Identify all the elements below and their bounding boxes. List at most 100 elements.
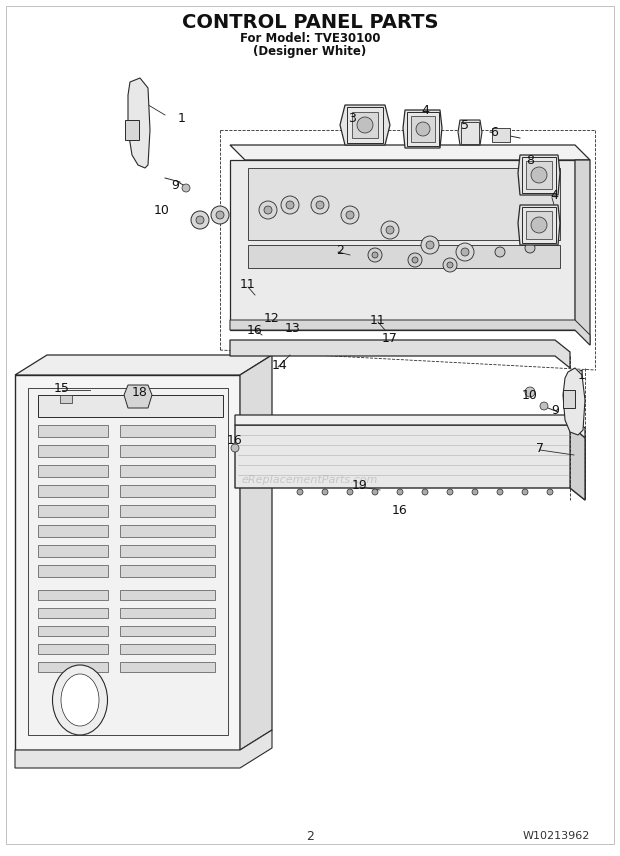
Polygon shape	[15, 730, 272, 768]
Text: 10: 10	[154, 204, 170, 217]
Text: (Designer White): (Designer White)	[254, 45, 366, 57]
Text: 11: 11	[370, 313, 386, 326]
Polygon shape	[120, 565, 215, 577]
Circle shape	[525, 387, 535, 397]
Polygon shape	[38, 525, 108, 537]
Ellipse shape	[61, 674, 99, 726]
Polygon shape	[403, 110, 442, 148]
Polygon shape	[230, 145, 590, 160]
Bar	[411, 116, 435, 142]
Text: 11: 11	[240, 278, 256, 292]
Polygon shape	[38, 465, 108, 477]
Text: eReplacementParts.com: eReplacementParts.com	[242, 475, 378, 485]
Circle shape	[495, 247, 505, 257]
Circle shape	[540, 402, 548, 410]
Text: 14: 14	[272, 359, 288, 372]
Text: 13: 13	[285, 322, 301, 335]
Text: For Model: TVE30100: For Model: TVE30100	[240, 32, 380, 45]
Circle shape	[522, 489, 528, 495]
Text: 10: 10	[522, 389, 538, 401]
Polygon shape	[240, 355, 272, 750]
Circle shape	[216, 211, 224, 219]
Polygon shape	[340, 105, 390, 145]
Polygon shape	[120, 425, 215, 437]
Circle shape	[182, 184, 190, 192]
Circle shape	[347, 489, 353, 495]
Circle shape	[416, 122, 430, 136]
Text: 19: 19	[352, 479, 368, 491]
Polygon shape	[15, 355, 272, 375]
Circle shape	[281, 196, 299, 214]
Polygon shape	[248, 168, 560, 240]
Polygon shape	[458, 120, 482, 145]
Text: 16: 16	[392, 503, 408, 516]
Circle shape	[461, 248, 469, 256]
Circle shape	[443, 258, 457, 272]
Polygon shape	[38, 626, 108, 636]
Bar	[522, 207, 556, 243]
Text: 1: 1	[578, 368, 586, 382]
Text: 4: 4	[550, 188, 558, 201]
Polygon shape	[38, 425, 108, 437]
Circle shape	[264, 206, 272, 214]
Circle shape	[497, 489, 503, 495]
Circle shape	[297, 489, 303, 495]
Circle shape	[196, 216, 204, 224]
Polygon shape	[120, 662, 215, 672]
Bar	[347, 107, 383, 143]
Polygon shape	[575, 160, 590, 345]
Circle shape	[525, 243, 535, 253]
Circle shape	[531, 167, 547, 183]
Circle shape	[311, 196, 329, 214]
Circle shape	[191, 211, 209, 229]
Text: 2: 2	[336, 243, 344, 257]
Text: 7: 7	[536, 442, 544, 455]
Bar	[492, 128, 510, 142]
Polygon shape	[570, 425, 585, 500]
Circle shape	[346, 211, 354, 219]
Ellipse shape	[53, 665, 107, 735]
Polygon shape	[120, 485, 215, 497]
Circle shape	[531, 217, 547, 233]
Text: 16: 16	[247, 324, 263, 336]
Polygon shape	[120, 626, 215, 636]
Polygon shape	[120, 465, 215, 477]
Bar	[38, 395, 223, 417]
Circle shape	[447, 262, 453, 268]
Circle shape	[372, 489, 378, 495]
Polygon shape	[38, 565, 108, 577]
Text: 1: 1	[178, 111, 186, 124]
Bar	[526, 211, 552, 239]
Polygon shape	[518, 155, 560, 195]
Polygon shape	[28, 388, 228, 735]
Circle shape	[231, 444, 239, 452]
Circle shape	[422, 489, 428, 495]
Polygon shape	[38, 608, 108, 618]
Circle shape	[547, 489, 553, 495]
Polygon shape	[235, 425, 585, 500]
Circle shape	[259, 201, 277, 219]
Polygon shape	[120, 545, 215, 557]
Polygon shape	[120, 445, 215, 457]
Polygon shape	[518, 205, 560, 245]
Circle shape	[397, 489, 403, 495]
Circle shape	[408, 253, 422, 267]
Bar	[526, 161, 552, 189]
Bar	[60, 395, 72, 403]
Polygon shape	[230, 160, 575, 330]
Circle shape	[472, 489, 478, 495]
Circle shape	[421, 236, 439, 254]
Circle shape	[456, 243, 474, 261]
Text: 2: 2	[306, 829, 314, 842]
Polygon shape	[563, 368, 585, 435]
Circle shape	[211, 206, 229, 224]
Polygon shape	[38, 505, 108, 517]
Text: 5: 5	[461, 118, 469, 132]
Circle shape	[386, 226, 394, 234]
Polygon shape	[120, 644, 215, 654]
Bar	[407, 112, 439, 146]
Text: 12: 12	[264, 312, 280, 324]
Circle shape	[372, 252, 378, 258]
Bar	[125, 120, 139, 140]
Text: 8: 8	[526, 153, 534, 167]
